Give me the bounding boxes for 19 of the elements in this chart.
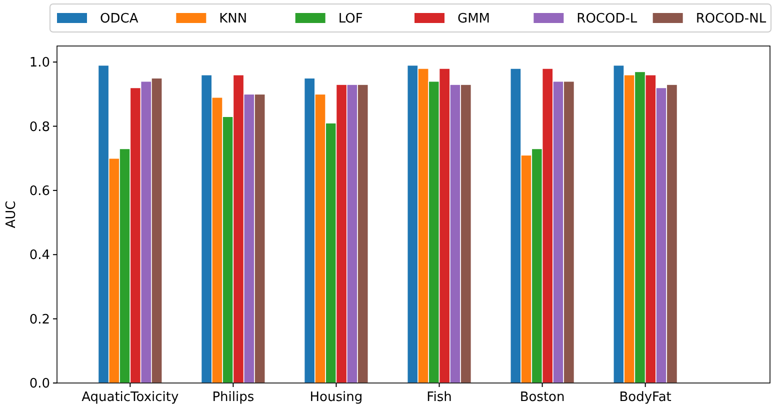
y-tick-label: 0.2 [29,312,50,328]
y-tick-label: 0.8 [29,120,50,135]
legend-label: ROCOD-NL [696,12,767,27]
legend-label: LOF [338,12,363,27]
y-axis-title: AUC [4,200,19,228]
x-tick-label: Philips [212,390,254,405]
legend-label: ROCOD-L [576,12,638,27]
y-tick-label: 0.4 [29,248,50,264]
x-tick-label: BodyFat [619,390,672,405]
y-tick-label: 0.0 [29,376,50,392]
legend-label: GMM [458,12,490,27]
x-tick-label: Housing [310,390,363,405]
x-tick-label: Fish [426,390,452,405]
y-tick-label: 1.0 [29,56,50,71]
legend-label: ODCA [100,12,138,27]
x-tick-label: Boston [520,390,565,405]
legend-label: KNN [219,12,248,27]
x-tick-label: AquaticToxicity [82,390,180,405]
y-tick-label: 0.6 [29,184,50,199]
